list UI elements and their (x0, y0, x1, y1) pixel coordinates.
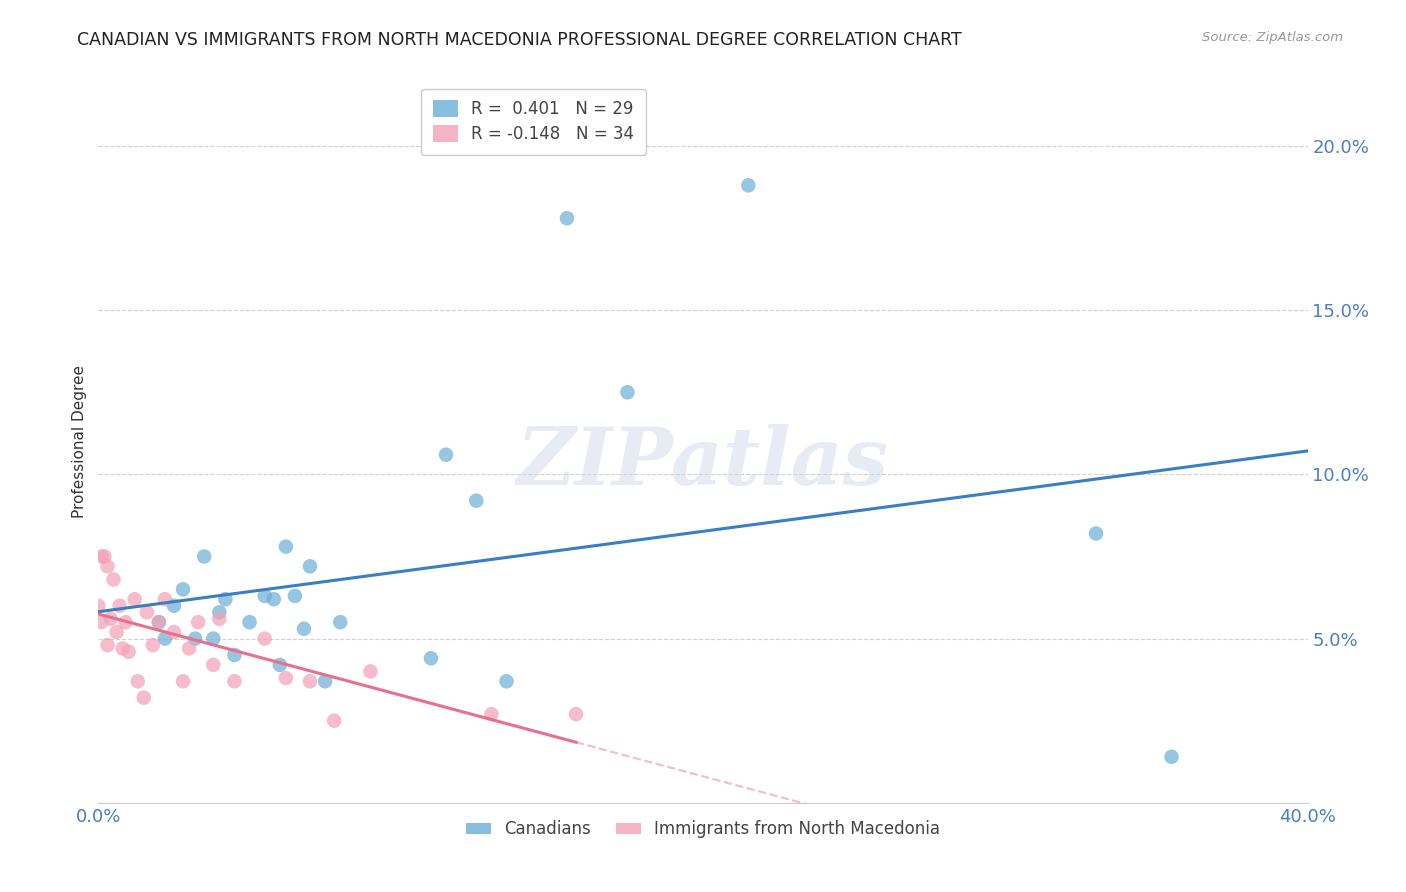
Point (495, 674, 517, 689)
Point (114, 615, 136, 630)
Point (224, 648, 246, 662)
Point (263, 592, 285, 607)
Point (1085, 526, 1108, 541)
Point (153, 632, 176, 646)
Point (323, 714, 346, 728)
Point (172, 582, 194, 597)
Point (284, 589, 307, 603)
Point (87, 599, 110, 613)
Text: CANADIAN VS IMMIGRANTS FROM NORTH MACEDONIA PROFESSIONAL DEGREE CORRELATION CHAR: CANADIAN VS IMMIGRANTS FROM NORTH MACEDO… (77, 31, 962, 49)
Text: ZIPatlas: ZIPatlas (517, 425, 889, 502)
Point (96, 559, 118, 574)
Point (616, 385, 638, 400)
Point (172, 674, 194, 689)
Point (187, 615, 209, 630)
Point (142, 638, 165, 652)
Point (163, 625, 186, 640)
Point (202, 657, 225, 672)
Text: Source: ZipAtlas.com: Source: ZipAtlas.com (1202, 31, 1343, 45)
Point (465, 493, 488, 508)
Point (214, 592, 236, 607)
Point (179, 641, 201, 656)
Point (737, 178, 759, 193)
Point (184, 632, 207, 646)
Point (93, 549, 115, 564)
Point (208, 612, 231, 626)
Point (148, 615, 170, 630)
Point (274, 540, 297, 554)
Point (111, 641, 134, 656)
Point (105, 625, 128, 640)
Point (274, 671, 297, 685)
Point (434, 448, 457, 462)
Point (96, 638, 118, 652)
Point (90, 549, 112, 564)
Point (269, 657, 291, 672)
Point (1160, 749, 1182, 764)
Point (108, 599, 131, 613)
Point (565, 707, 588, 722)
Point (299, 559, 322, 574)
Point (239, 615, 262, 630)
Point (292, 622, 315, 636)
Point (314, 674, 336, 689)
Point (124, 592, 146, 607)
Point (202, 632, 225, 646)
Point (253, 632, 276, 646)
Point (135, 605, 157, 619)
Point (481, 707, 503, 722)
Point (127, 674, 149, 689)
Point (132, 690, 155, 705)
Point (90, 615, 112, 630)
Point (360, 665, 382, 679)
Point (329, 615, 352, 630)
Legend: Canadians, Immigrants from North Macedonia: Canadians, Immigrants from North Macedon… (460, 814, 946, 845)
Point (253, 589, 276, 603)
Point (555, 211, 578, 226)
Point (153, 592, 176, 607)
Point (163, 599, 186, 613)
Point (103, 573, 125, 587)
Point (420, 651, 443, 665)
Point (299, 674, 322, 689)
Y-axis label: Professional Degree: Professional Degree (72, 365, 87, 518)
Point (193, 549, 215, 564)
Point (208, 605, 231, 619)
Point (224, 674, 246, 689)
Point (118, 645, 141, 659)
Point (148, 615, 170, 630)
Point (100, 612, 122, 626)
